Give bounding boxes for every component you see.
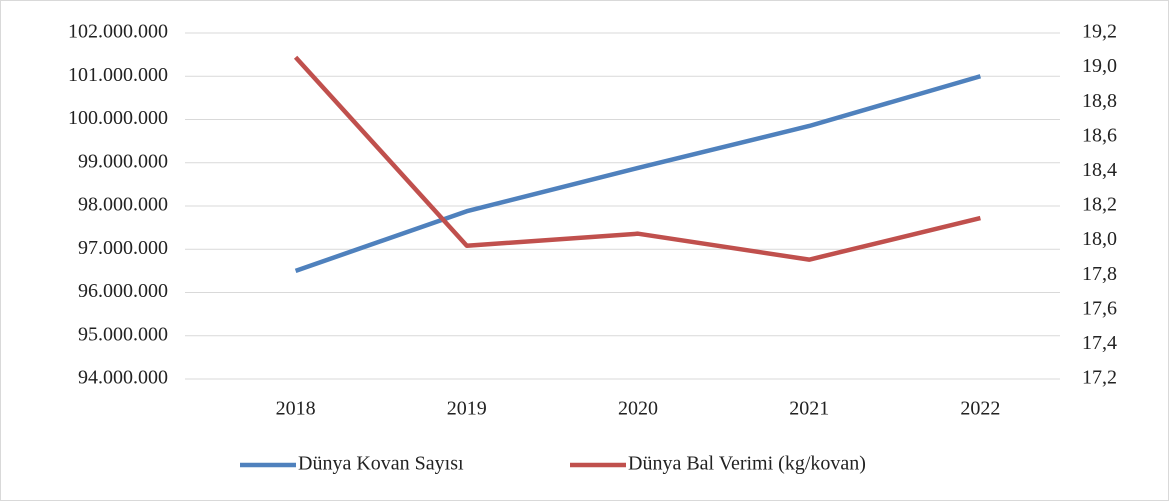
y2-tick-label: 18,4: [1082, 159, 1117, 181]
y-tick-label: 94.000.000: [78, 367, 168, 389]
legend-label: Dünya Kovan Sayısı: [298, 453, 464, 475]
x-tick-label: 2019: [447, 398, 487, 420]
y-tick-label: 95.000.000: [78, 323, 168, 345]
y2-tick-label: 17,8: [1082, 263, 1117, 285]
y2-tick-label: 19,2: [1082, 21, 1117, 43]
line-series: [294, 74, 982, 273]
y2-tick-label: 17,6: [1082, 297, 1117, 319]
x-tick-label: 2021: [789, 398, 829, 420]
y-tick-label: 101.000.000: [68, 64, 168, 86]
y2-tick-label: 17,4: [1082, 332, 1117, 354]
y-tick-label: 97.000.000: [78, 237, 168, 259]
x-tick-label: 2022: [960, 398, 1000, 420]
y2-tick-label: 19,0: [1082, 55, 1117, 77]
y-tick-label: 102.000.000: [68, 21, 168, 43]
y2-tick-label: 18,6: [1082, 124, 1117, 146]
y2-tick-label: 17,2: [1082, 367, 1117, 389]
y2-tick-label: 18,8: [1082, 90, 1117, 112]
legend-label: Dünya Bal Verimi (kg/kovan): [628, 453, 866, 475]
y-tick-label: 96.000.000: [78, 280, 168, 302]
y-tick-label: 98.000.000: [78, 194, 168, 216]
y2-tick-label: 18,2: [1082, 194, 1117, 216]
line-series: [293, 55, 981, 262]
x-tick-label: 2018: [276, 398, 316, 420]
y-tick-label: 99.000.000: [78, 150, 168, 172]
y-tick-label: 100.000.000: [68, 107, 168, 129]
y2-tick-label: 18,0: [1082, 228, 1117, 250]
x-tick-label: 2020: [618, 398, 658, 420]
